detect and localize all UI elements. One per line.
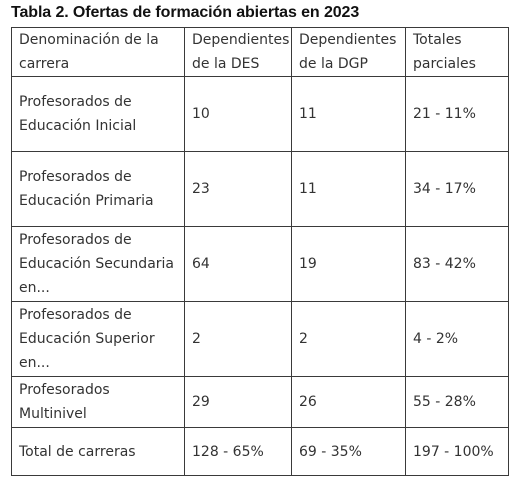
table-row: Profesorados de Educación Inicial 10 11 … xyxy=(11,76,509,152)
total-label-cell: Total de carreras xyxy=(11,427,185,476)
header-text: carrera xyxy=(19,56,70,72)
des-count-cell: 2 xyxy=(184,301,292,377)
dgp-count-cell: 26 xyxy=(291,376,406,428)
career-name-line: Educación Superior xyxy=(19,331,155,347)
partial-total-cell: 55 - 28% xyxy=(405,376,509,428)
table-header-row: Denominación de la carrera Dependientes … xyxy=(11,27,509,77)
table-row: Profesorados de Educación Primaria 23 11… xyxy=(11,151,509,227)
header-text: Dependientes xyxy=(299,32,397,48)
des-total-cell: 128 - 65% xyxy=(184,427,292,476)
grand-total-cell: 197 - 100% xyxy=(405,427,509,476)
table-total-row: Total de carreras 128 - 65% 69 - 35% 197… xyxy=(11,427,509,476)
header-totals: Totales parciales xyxy=(405,27,509,77)
career-name-cell: Profesorados Multinivel xyxy=(11,376,185,428)
career-name-line: Educación Primaria xyxy=(19,193,154,209)
des-count-cell: 10 xyxy=(184,76,292,152)
career-name-line: Educación Secundaria xyxy=(19,256,174,272)
career-name-line: Profesorados de xyxy=(19,94,132,110)
header-text: Denominación de la xyxy=(19,32,159,48)
header-text: de la DGP xyxy=(299,56,368,72)
des-count-cell: 29 xyxy=(184,376,292,428)
career-name-line: en... xyxy=(19,355,50,371)
career-name-cell: Profesorados de Educación Superior en... xyxy=(11,301,185,377)
dgp-count-cell: 11 xyxy=(291,76,406,152)
career-name-line: en... xyxy=(19,280,50,296)
dgp-count-cell: 19 xyxy=(291,226,406,302)
career-name-cell: Profesorados de Educación Inicial xyxy=(11,76,185,152)
partial-total-cell: 83 - 42% xyxy=(405,226,509,302)
career-name-line: Profesorados de xyxy=(19,232,132,248)
partial-total-cell: 4 - 2% xyxy=(405,301,509,377)
dgp-total-cell: 69 - 35% xyxy=(291,427,406,476)
header-dgp: Dependientes de la DGP xyxy=(291,27,406,77)
table-row: Profesorados Multinivel 29 26 55 - 28% xyxy=(11,376,509,428)
partial-total-cell: 34 - 17% xyxy=(405,151,509,227)
des-count-cell: 23 xyxy=(184,151,292,227)
offers-table: Denominación de la carrera Dependientes … xyxy=(11,27,509,476)
table-row: Profesorados de Educación Superior en...… xyxy=(11,301,509,377)
career-name-cell: Profesorados de Educación Secundaria en.… xyxy=(11,226,185,302)
career-name-cell: Profesorados de Educación Primaria xyxy=(11,151,185,227)
career-name-line: Profesorados de xyxy=(19,169,132,185)
header-text: parciales xyxy=(413,56,476,72)
des-count-cell: 64 xyxy=(184,226,292,302)
dgp-count-cell: 11 xyxy=(291,151,406,227)
career-name-line: Multinivel xyxy=(19,406,87,422)
dgp-count-cell: 2 xyxy=(291,301,406,377)
career-name-line: Profesorados de xyxy=(19,307,132,323)
table-row: Profesorados de Educación Secundaria en.… xyxy=(11,226,509,302)
header-text: de la DES xyxy=(192,56,260,72)
career-name-line: Profesorados xyxy=(19,382,110,398)
header-career-name: Denominación de la carrera xyxy=(11,27,185,77)
career-name-line: Educación Inicial xyxy=(19,118,137,134)
table-title: Tabla 2. Ofertas de formación abiertas e… xyxy=(11,4,360,21)
header-text: Dependientes xyxy=(192,32,290,48)
header-des: Dependientes de la DES xyxy=(184,27,292,77)
partial-total-cell: 21 - 11% xyxy=(405,76,509,152)
header-text: Totales xyxy=(413,32,462,48)
